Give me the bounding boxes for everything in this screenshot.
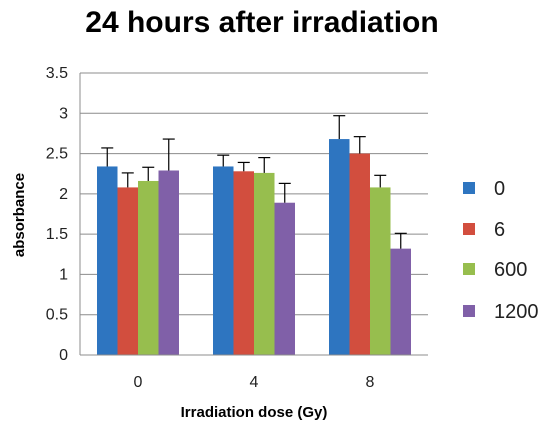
bar xyxy=(158,170,179,355)
legend-label: 6 xyxy=(494,219,505,241)
y-tick-label: 1 xyxy=(59,266,68,283)
bar xyxy=(254,172,275,355)
bar xyxy=(329,139,350,355)
axes: 0 0.5 1 1.5 2 2.5 3 3.5 0 4 8 xyxy=(46,65,428,391)
bar xyxy=(390,248,411,355)
y-tick-label: 3.5 xyxy=(46,65,68,82)
bar xyxy=(213,166,234,355)
y-tick-label: 0.5 xyxy=(46,307,68,324)
bars xyxy=(97,139,411,355)
legend-label: 600 xyxy=(494,259,527,281)
x-axis-label: Irradiation dose (Gy) xyxy=(181,404,328,421)
legend-label: 1200 xyxy=(494,301,539,323)
legend-swatch xyxy=(463,305,475,317)
x-tick-label: 8 xyxy=(366,374,375,391)
bar xyxy=(138,180,159,355)
legend: 0 6 600 1200 xyxy=(463,178,539,323)
y-tick-label: 0 xyxy=(59,347,68,364)
bar xyxy=(117,187,138,355)
y-axis-label: absorbance xyxy=(11,173,28,257)
bar xyxy=(97,166,118,355)
x-tick-label: 0 xyxy=(134,374,143,391)
legend-swatch xyxy=(463,223,475,235)
bar xyxy=(349,153,370,355)
legend-swatch xyxy=(463,263,475,275)
x-tick-label: 4 xyxy=(250,374,259,391)
bar xyxy=(370,187,391,355)
y-tick-label: 2.5 xyxy=(46,146,68,163)
y-tick-label: 1.5 xyxy=(46,226,68,243)
bar xyxy=(274,202,295,355)
error-bars xyxy=(101,115,407,249)
y-tick-label: 2 xyxy=(59,186,68,203)
y-tick-label: 3 xyxy=(59,105,68,122)
legend-label: 0 xyxy=(494,178,505,200)
legend-swatch xyxy=(463,182,475,194)
bar xyxy=(233,171,254,355)
chart-title: 24 hours after irradiation xyxy=(85,6,438,39)
